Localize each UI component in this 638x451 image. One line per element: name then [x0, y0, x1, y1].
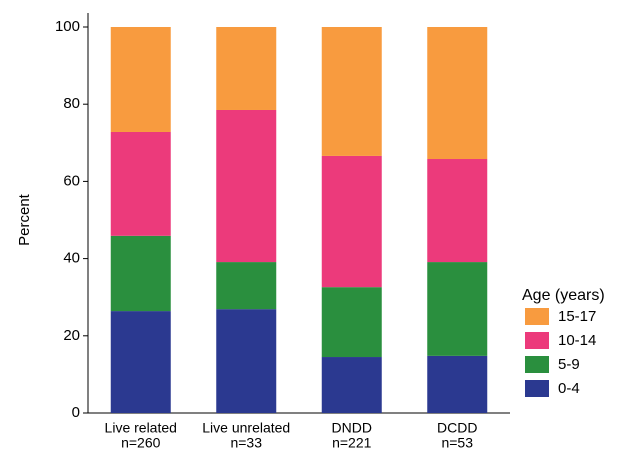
bar-segment — [110, 235, 171, 312]
legend-swatch — [525, 332, 549, 349]
y-tick-label: 60 — [63, 172, 80, 189]
x-tick-count: n=33 — [230, 435, 262, 451]
bar-segment — [110, 311, 171, 413]
bar-segment — [427, 262, 488, 356]
legend-label: 10-14 — [558, 332, 596, 349]
y-tick-label: 0 — [72, 404, 80, 421]
bar-segment — [216, 109, 277, 263]
bar-segment — [321, 155, 382, 288]
bar-segment — [216, 309, 277, 413]
x-tick-label: DCDD — [437, 420, 477, 436]
y-tick-label: 40 — [63, 250, 80, 267]
bar-segment — [110, 27, 171, 132]
bar-segment — [427, 159, 488, 263]
x-tick-label: Live related — [105, 420, 177, 436]
y-tick-label: 80 — [63, 95, 80, 112]
legend-swatch — [525, 380, 549, 397]
x-tick-count: n=221 — [332, 435, 372, 451]
bar-segment — [216, 27, 277, 110]
bar-segment — [427, 355, 488, 413]
bar-segment — [216, 262, 277, 310]
x-tick-count: n=53 — [441, 435, 473, 451]
legend-label: 15-17 — [558, 308, 596, 325]
y-tick-label: 100 — [55, 18, 80, 35]
legend-swatch — [525, 308, 549, 325]
bar-segment — [110, 131, 171, 236]
x-tick-label: DNDD — [332, 420, 372, 436]
legend-label: 5-9 — [558, 356, 580, 373]
y-tick-label: 20 — [63, 327, 80, 344]
legend-label: 0-4 — [558, 380, 580, 397]
x-tick-count: n=260 — [121, 435, 161, 451]
x-tick-label: Live unrelated — [202, 420, 290, 436]
legend-swatch — [525, 356, 549, 373]
bar-segment — [427, 27, 488, 160]
y-axis-label: Percent — [16, 193, 33, 246]
legend-title: Age (years) — [522, 287, 605, 304]
bar-segment — [321, 357, 382, 413]
bar-segment — [321, 27, 382, 156]
bar-segment — [321, 287, 382, 358]
